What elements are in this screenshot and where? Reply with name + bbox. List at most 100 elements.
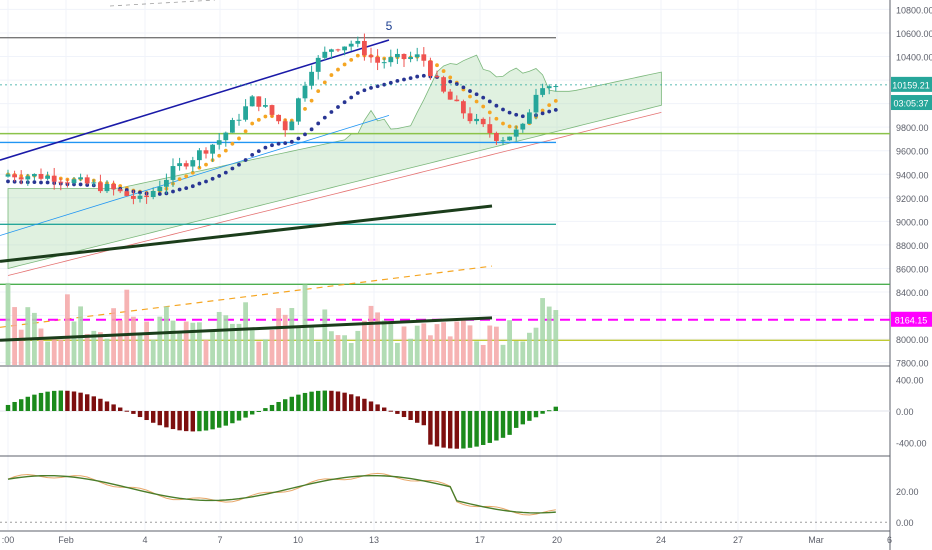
time-axis[interactable]: :00 Feb 4 7 10 13 17 20 24 27 Mar 6 bbox=[2, 535, 892, 545]
candle[interactable] bbox=[480, 118, 486, 125]
candle[interactable] bbox=[375, 57, 380, 63]
candle[interactable] bbox=[487, 124, 493, 134]
candle[interactable] bbox=[355, 40, 361, 44]
candle[interactable] bbox=[335, 49, 341, 51]
candle[interactable] bbox=[527, 112, 532, 124]
trend-line[interactable] bbox=[0, 204, 493, 263]
ema-fast-dot bbox=[448, 75, 453, 80]
candle[interactable] bbox=[170, 166, 176, 180]
volume-bar bbox=[131, 316, 136, 365]
candle[interactable] bbox=[309, 71, 314, 86]
candle[interactable] bbox=[25, 176, 31, 180]
candle[interactable] bbox=[38, 173, 44, 179]
candle[interactable] bbox=[91, 182, 97, 184]
candle[interactable] bbox=[296, 98, 301, 122]
candle[interactable] bbox=[461, 101, 466, 114]
candle[interactable] bbox=[256, 96, 262, 107]
candle[interactable] bbox=[520, 123, 526, 130]
candle[interactable] bbox=[513, 129, 519, 137]
candle[interactable] bbox=[269, 105, 275, 115]
channel-lower[interactable] bbox=[0, 115, 390, 236]
candle[interactable] bbox=[388, 57, 394, 63]
volume-bar bbox=[500, 344, 506, 365]
candle[interactable] bbox=[553, 86, 559, 88]
candle[interactable] bbox=[32, 173, 37, 177]
candle[interactable] bbox=[84, 177, 90, 184]
candle[interactable] bbox=[150, 191, 156, 198]
candle[interactable] bbox=[414, 54, 420, 58]
candle[interactable] bbox=[223, 132, 229, 141]
candle[interactable] bbox=[177, 163, 182, 167]
candle[interactable] bbox=[362, 40, 367, 56]
candle[interactable] bbox=[5, 174, 11, 177]
candle[interactable] bbox=[131, 195, 136, 199]
candle[interactable] bbox=[507, 136, 512, 141]
candle[interactable] bbox=[263, 105, 268, 107]
candle[interactable] bbox=[276, 114, 281, 122]
candle[interactable] bbox=[408, 57, 413, 60]
candle[interactable] bbox=[216, 140, 222, 145]
candle[interactable] bbox=[243, 106, 248, 120]
candle[interactable] bbox=[58, 181, 64, 183]
candle[interactable] bbox=[45, 175, 50, 179]
candle[interactable] bbox=[190, 160, 196, 167]
candle[interactable] bbox=[315, 57, 321, 72]
candle[interactable] bbox=[18, 177, 24, 180]
candle[interactable] bbox=[183, 163, 189, 167]
candle[interactable] bbox=[236, 119, 242, 121]
candle[interactable] bbox=[381, 62, 387, 64]
candle[interactable] bbox=[12, 174, 17, 178]
candle[interactable] bbox=[249, 96, 255, 107]
candle[interactable] bbox=[65, 182, 70, 184]
candle[interactable] bbox=[230, 120, 235, 133]
candle[interactable] bbox=[289, 121, 295, 131]
ema-slow-dot bbox=[184, 186, 189, 191]
candle[interactable] bbox=[401, 53, 407, 60]
candle[interactable] bbox=[395, 53, 400, 58]
rsi-pane[interactable] bbox=[0, 472, 890, 523]
ema-fast-dot bbox=[263, 114, 268, 119]
candle[interactable] bbox=[434, 76, 440, 78]
price-axis[interactable]: 10800.0010600.0010400.0010200.0010000.00… bbox=[891, 5, 932, 528]
candle[interactable] bbox=[71, 179, 77, 183]
candle[interactable] bbox=[533, 94, 539, 113]
candle[interactable] bbox=[500, 140, 506, 142]
candle[interactable] bbox=[441, 77, 446, 92]
price-pane[interactable] bbox=[0, 0, 890, 365]
candle[interactable] bbox=[117, 189, 123, 192]
candle[interactable] bbox=[368, 55, 374, 58]
ema-slow-dot bbox=[85, 183, 90, 187]
candle[interactable] bbox=[467, 113, 473, 122]
candle[interactable] bbox=[111, 183, 116, 190]
channel-upper[interactable] bbox=[0, 39, 390, 161]
candle[interactable] bbox=[454, 99, 460, 102]
candle[interactable] bbox=[210, 144, 215, 154]
candle[interactable] bbox=[124, 191, 130, 196]
candle[interactable] bbox=[474, 118, 479, 122]
candle[interactable] bbox=[494, 133, 499, 141]
candle[interactable] bbox=[428, 60, 433, 77]
candle[interactable] bbox=[322, 51, 328, 58]
candle[interactable] bbox=[348, 43, 354, 47]
candle[interactable] bbox=[78, 177, 83, 180]
candle[interactable] bbox=[98, 182, 103, 192]
ema-slow-dot bbox=[540, 111, 545, 116]
candle[interactable] bbox=[203, 150, 209, 154]
candle[interactable] bbox=[282, 121, 288, 131]
candle[interactable] bbox=[329, 49, 334, 52]
candle[interactable] bbox=[421, 54, 427, 61]
candle[interactable] bbox=[164, 179, 169, 187]
candle[interactable] bbox=[342, 46, 347, 51]
candle[interactable] bbox=[157, 186, 163, 192]
candle[interactable] bbox=[302, 85, 308, 99]
candle[interactable] bbox=[104, 183, 110, 192]
candle[interactable] bbox=[197, 150, 202, 161]
candle[interactable] bbox=[51, 175, 57, 182]
candle[interactable] bbox=[144, 195, 149, 198]
candle[interactable] bbox=[546, 86, 552, 89]
oscillator-pane[interactable] bbox=[0, 390, 890, 449]
candle[interactable] bbox=[447, 91, 453, 100]
candle[interactable] bbox=[137, 195, 143, 199]
candle[interactable] bbox=[540, 88, 545, 95]
